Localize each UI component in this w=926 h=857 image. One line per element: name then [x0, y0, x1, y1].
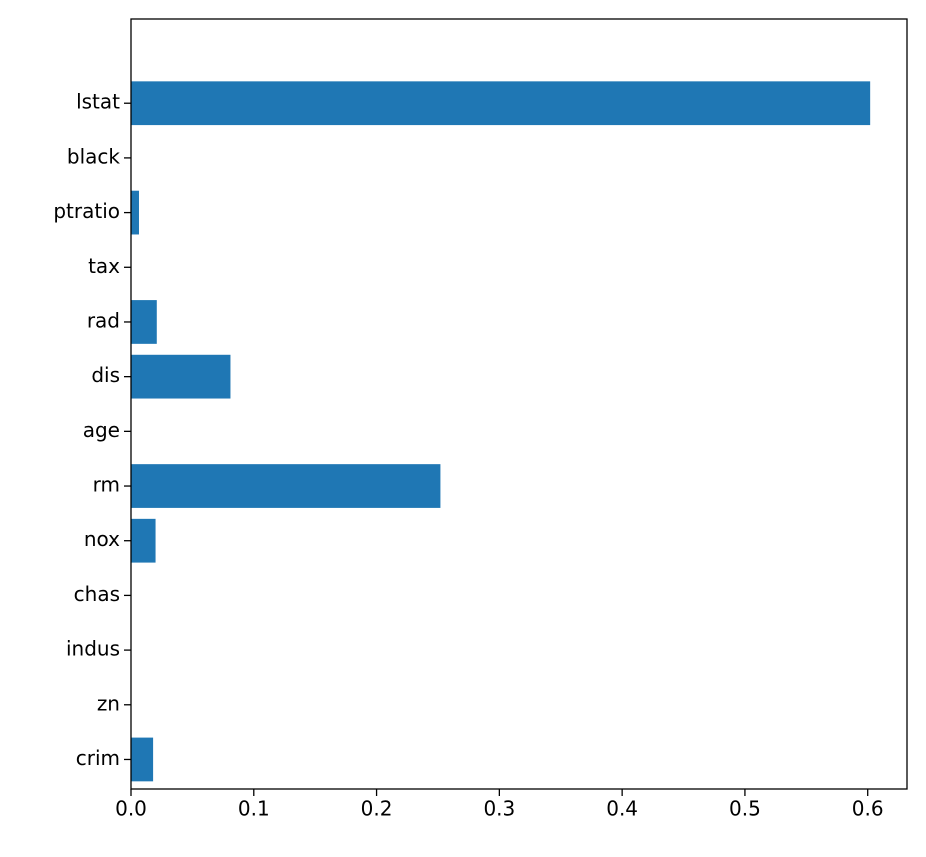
y-tick-label: chas: [74, 582, 120, 606]
x-tick-label: 0.3: [483, 797, 515, 821]
x-tick-label: 0.5: [729, 797, 761, 821]
y-tick-label: age: [83, 418, 120, 442]
y-tick-label: ptratio: [53, 199, 120, 223]
y-tick-label: dis: [91, 363, 120, 387]
plot-frame: [130, 18, 908, 790]
bar: [131, 518, 156, 563]
y-tick-label: rm: [93, 473, 120, 497]
y-tick-label: tax: [88, 254, 120, 278]
y-tick-label: nox: [84, 527, 120, 551]
bar: [131, 300, 157, 344]
x-tick-label: 0.0: [115, 797, 147, 821]
x-tick-label: 0.4: [606, 797, 638, 821]
y-tick-label: lstat: [76, 90, 120, 114]
x-tick-label: 0.1: [238, 797, 270, 821]
bar: [131, 354, 231, 399]
y-tick-label: zn: [97, 691, 120, 715]
bar: [131, 190, 139, 235]
y-tick-label: crim: [76, 746, 120, 770]
bar: [131, 464, 441, 508]
x-tick-label: 0.2: [361, 797, 393, 821]
x-tick-label: 0.6: [852, 797, 884, 821]
bar: [131, 737, 154, 782]
y-tick-label: indus: [66, 637, 120, 661]
y-tick-label: black: [67, 144, 121, 168]
bar: [131, 81, 871, 126]
y-tick-label: rad: [87, 308, 120, 332]
